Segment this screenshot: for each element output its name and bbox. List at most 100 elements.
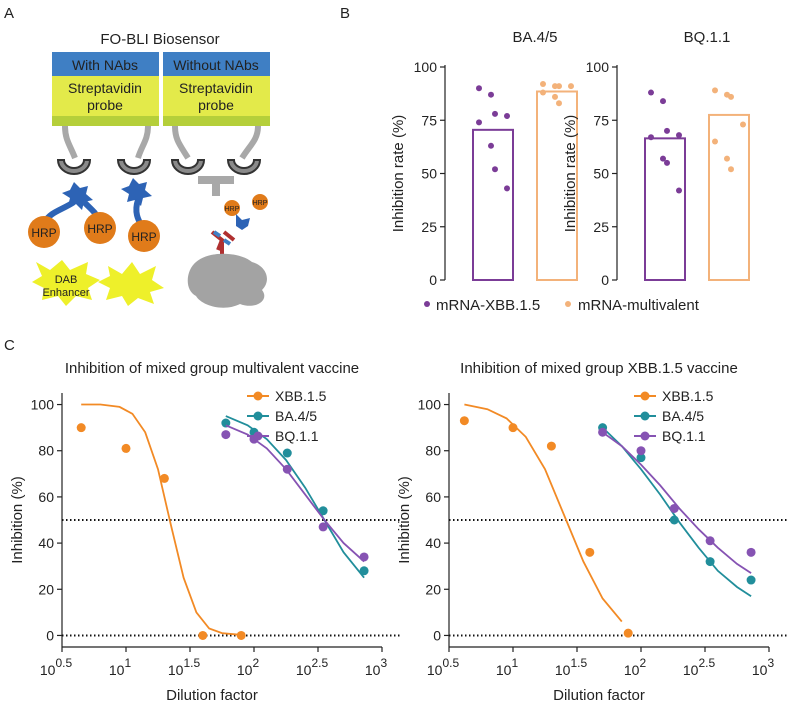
panel-label-a: A: [4, 5, 14, 22]
bar-mrna-multivalent: [708, 113, 750, 281]
streptavidin-cup-3: [170, 159, 206, 175]
x-axis-label: Dilution factor: [553, 687, 645, 704]
data-point: [712, 138, 718, 145]
fit-curve-ba-4-5: [225, 415, 365, 579]
legend-label: BA.4/5: [662, 408, 704, 424]
data-point: [728, 93, 734, 100]
data-point: [585, 547, 595, 557]
hrp-small-2: [252, 194, 268, 210]
probe-left: [52, 76, 159, 116]
chart-title: Inhibition of mixed group multivalent va…: [65, 360, 359, 377]
x-axis-label: Dilution factor: [166, 687, 258, 704]
chart-title: BA.4/5: [512, 29, 557, 46]
fit-curve-ba-4-5: [601, 426, 752, 597]
data-point: [540, 89, 546, 96]
data-point: [636, 446, 646, 456]
x-tick-label: 100.5: [427, 656, 460, 678]
data-point: [676, 187, 682, 194]
data-point: [476, 119, 482, 126]
data-point: [121, 443, 131, 453]
y-tick-label: 0: [601, 272, 609, 288]
chart-title: BQ.1.1: [684, 29, 731, 46]
data-point: [546, 441, 556, 451]
data-point: [568, 83, 574, 90]
x-tick-label: 101.5: [168, 656, 201, 678]
y-tick-label: 100: [418, 397, 442, 413]
y-tick-label: 60: [38, 489, 54, 505]
y-tick-label: 60: [425, 489, 441, 505]
data-point: [664, 127, 670, 134]
y-axis-label: Inhibition (%): [396, 476, 413, 564]
bar-mrna-multivalent: [536, 90, 578, 282]
y-tick-label: 75: [593, 112, 609, 128]
data-point: [282, 464, 292, 474]
streptavidin-cup-1: [56, 159, 92, 175]
data-point: [488, 91, 494, 98]
data-point: [540, 81, 546, 88]
legend-label: BQ.1.1: [662, 428, 706, 444]
dab-label-1: DAB: [55, 274, 78, 286]
y-tick-label: 100: [586, 59, 610, 75]
hrp-small-1: [224, 200, 240, 216]
data-point: [648, 89, 654, 96]
legend-panel-b: mRNA-XBB.1.5 mRNA-multivalent: [424, 297, 700, 314]
legend-marker: [640, 431, 650, 441]
legend-label: XBB.1.5: [275, 388, 327, 404]
y-tick-label: 0: [429, 272, 437, 288]
virus-blob: [187, 253, 267, 308]
dab-burst-1: [32, 260, 100, 306]
data-point: [648, 134, 654, 141]
data-point: [705, 536, 715, 546]
data-point: [221, 430, 231, 440]
data-point: [623, 628, 633, 638]
data-point: [556, 100, 562, 107]
legend-label: BQ.1.1: [275, 428, 319, 444]
data-point: [504, 112, 510, 119]
data-point: [459, 416, 469, 426]
data-point: [669, 515, 679, 525]
legend-label: BA.4/5: [275, 408, 317, 424]
spike-protein-2: [121, 178, 152, 206]
hrp-bead-2: [84, 212, 116, 244]
hrp-label-2: HRP: [87, 222, 112, 236]
data-point: [636, 453, 646, 463]
data-point: [236, 630, 246, 640]
y-tick-label: 25: [593, 219, 609, 235]
data-point: [556, 83, 562, 90]
y-tick-label: 40: [38, 535, 54, 551]
x-tick-label: 101: [496, 656, 519, 678]
y-tick-label: 50: [593, 166, 609, 182]
bar-mrna-xbb-1-5: [472, 128, 514, 281]
linker-4: [239, 125, 261, 160]
data-point: [598, 427, 608, 437]
data-point: [660, 98, 666, 105]
data-point: [282, 448, 292, 458]
y-tick-label: 80: [425, 443, 441, 459]
linker-2: [135, 125, 151, 159]
data-point: [359, 566, 369, 576]
legend-marker: [253, 391, 263, 401]
without-nabs-label: Without NAbs: [173, 57, 259, 73]
y-tick-label: 0: [46, 627, 54, 643]
bar-chart-bq11: BQ.1.1 0 25 50 75 100 Inhibition rate (%): [562, 29, 750, 288]
data-point: [198, 630, 208, 640]
data-point: [318, 522, 328, 532]
data-point: [508, 423, 518, 433]
data-point: [660, 155, 666, 162]
data-point: [552, 93, 558, 100]
y-tick-label: 100: [414, 59, 438, 75]
with-nabs-label: With NAbs: [72, 57, 138, 73]
legend-marker: [253, 431, 263, 441]
legend-label: XBB.1.5: [662, 388, 714, 404]
legend-marker-xbb: [424, 301, 430, 307]
biosensor-schematic: FO-BLI Biosensor With NAbs Streptavidin …: [28, 31, 270, 308]
biosensor-title: FO-BLI Biosensor: [100, 31, 219, 48]
data-point: [724, 155, 730, 162]
data-point: [221, 418, 231, 428]
hrp-small-label-2: HRP: [253, 200, 268, 207]
data-point: [76, 423, 86, 433]
x-tick-label: 102: [237, 656, 260, 678]
legend-marker: [640, 391, 650, 401]
probe-left-label-1: Streptavidin: [68, 80, 142, 96]
